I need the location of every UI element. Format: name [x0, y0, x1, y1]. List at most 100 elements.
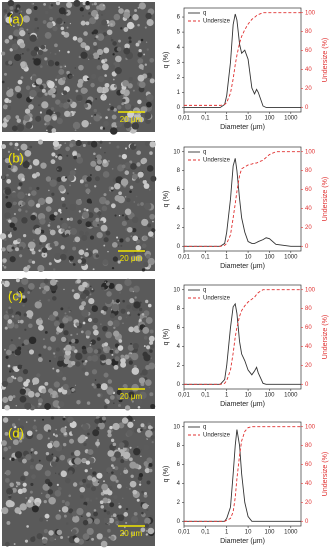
particle — [72, 263, 76, 266]
particle — [100, 224, 108, 232]
particle — [124, 43, 130, 50]
particle — [134, 144, 136, 146]
particle — [28, 104, 34, 110]
particle — [103, 480, 105, 483]
particle — [146, 165, 154, 172]
particle — [9, 370, 12, 373]
particle — [119, 291, 122, 294]
particle — [128, 360, 133, 365]
particle — [114, 349, 119, 354]
particle — [143, 183, 150, 189]
particle — [105, 358, 112, 366]
particle — [124, 121, 131, 129]
particle — [93, 108, 98, 113]
particle — [32, 3, 35, 5]
particle — [85, 497, 90, 502]
particle — [21, 177, 25, 182]
particle — [131, 383, 139, 392]
particle — [106, 29, 113, 36]
particle — [67, 316, 73, 322]
particle — [8, 445, 12, 449]
particle — [85, 21, 90, 26]
y-axis-label: q (%) — [163, 466, 170, 483]
particle — [117, 195, 125, 204]
particle — [123, 47, 131, 55]
particle — [45, 451, 50, 456]
particle — [146, 480, 151, 485]
particle — [71, 429, 78, 436]
particle — [132, 171, 135, 175]
particle — [150, 175, 157, 182]
particle — [104, 74, 107, 77]
particle — [102, 259, 109, 266]
particle — [99, 196, 107, 205]
particle — [11, 43, 19, 51]
particle — [45, 493, 51, 499]
particle — [118, 442, 125, 448]
particle — [52, 400, 61, 408]
particle — [116, 46, 122, 52]
x-tick-label: 0,1 — [201, 116, 210, 122]
particle — [98, 75, 105, 83]
particle — [125, 237, 131, 242]
panel-label: (a) — [8, 11, 24, 26]
particle — [14, 314, 20, 320]
particle — [107, 429, 112, 434]
particle — [27, 390, 35, 398]
particle — [77, 37, 83, 43]
x-tick-label: 0,01 — [178, 255, 190, 261]
particle — [100, 505, 105, 509]
particle — [72, 515, 80, 523]
particle — [130, 163, 137, 170]
x-axis-label: Diameter (μm) — [220, 401, 265, 408]
scale-bar-label: 20 μm — [120, 115, 143, 124]
particle — [55, 368, 60, 373]
y2-axis-label: Undersize (%) — [322, 38, 329, 82]
particle — [47, 429, 51, 433]
particle — [105, 230, 111, 236]
particle — [115, 520, 119, 525]
particle — [146, 438, 149, 440]
particle — [138, 116, 145, 123]
particle — [122, 299, 125, 303]
particle — [46, 519, 48, 522]
particle — [133, 471, 137, 475]
particle — [84, 183, 89, 188]
particle — [91, 31, 95, 35]
particle — [20, 475, 26, 482]
particle — [86, 198, 92, 204]
particle — [4, 326, 8, 330]
particle — [133, 285, 140, 293]
particle — [4, 157, 10, 164]
particle — [100, 323, 102, 325]
particle — [101, 286, 105, 290]
particle — [146, 72, 153, 79]
particle — [125, 316, 128, 318]
particle — [83, 31, 88, 36]
particle — [106, 291, 112, 297]
particle — [123, 11, 131, 19]
particle — [87, 317, 93, 323]
particle — [25, 193, 28, 196]
particle — [45, 196, 53, 204]
particle — [84, 359, 88, 363]
particle — [110, 535, 115, 541]
particle — [19, 254, 23, 258]
particle — [95, 254, 100, 258]
particle — [118, 214, 121, 217]
particle — [90, 467, 92, 470]
particle — [9, 256, 16, 263]
particle — [139, 391, 147, 400]
particle — [143, 178, 146, 181]
particle — [137, 52, 143, 58]
particle — [85, 436, 88, 440]
particle — [24, 108, 31, 114]
particle — [47, 442, 53, 449]
particle — [33, 5, 38, 11]
particle — [55, 428, 57, 431]
particle — [85, 330, 92, 336]
particle — [86, 208, 89, 212]
particle — [33, 58, 41, 66]
particle — [147, 303, 152, 308]
particle — [80, 256, 83, 259]
